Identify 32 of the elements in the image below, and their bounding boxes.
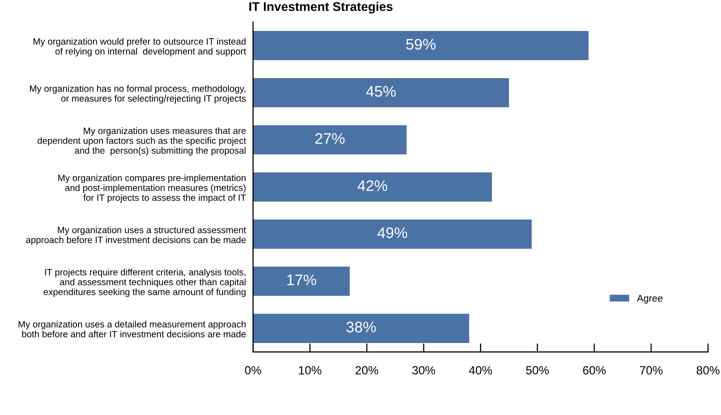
x-tick-label: 10% <box>299 366 322 374</box>
y-tick-label: My organization has no formal process, methodology, or measures for selecting/rejecting IT projects <box>30 85 246 104</box>
x-tick-label: 20% <box>356 366 378 374</box>
y-tick-label: My organization uses a structured assessment approach before IT investment decisions can be made <box>26 226 246 245</box>
y-tick-label: My organization would prefer to outsource IT instead of relying on internal development and support <box>34 38 246 56</box>
y-tick-label: IT projects require different criteria, analysis tools, and assessment techniques other than capital expenditures seeking the same amount of funding <box>44 268 246 297</box>
bar <box>253 30 589 60</box>
x-tick-label: 0% <box>245 366 262 374</box>
legend-label: Agree <box>636 294 662 304</box>
data-label: 45% <box>366 86 396 97</box>
data-label: 42% <box>358 180 388 191</box>
bar <box>253 78 509 108</box>
y-tick-label: My organization uses a detailed measurement approach both before and after IT investment decisions are made <box>18 320 246 338</box>
data-label: 49% <box>377 227 408 238</box>
x-tick-label: 80% <box>696 366 720 374</box>
x-tick-label: 60% <box>583 366 606 374</box>
y-tick-label: My organization uses measures that are dependent upon factors such as the specific project and the person(s) submitting the proposal <box>38 127 246 156</box>
x-tick-label: 50% <box>526 366 549 374</box>
x-tick-label: 40% <box>469 366 492 374</box>
bar <box>253 172 492 202</box>
y-tick-label: My organization compares pre-implementation and post-implementation measures (metrics) for IT projects to assess the impact of IT <box>58 174 246 203</box>
chart-title: IT Investment Strategies <box>249 2 392 14</box>
bar <box>253 125 407 154</box>
bar <box>253 314 470 343</box>
data-label: 59% <box>406 38 436 50</box>
bar <box>253 219 532 249</box>
x-tick-label: 30% <box>412 366 436 374</box>
data-label: 27% <box>315 133 345 144</box>
data-label: 17% <box>287 274 316 286</box>
bar <box>253 266 350 296</box>
x-tick-label: 70% <box>640 366 663 374</box>
data-label: 38% <box>346 322 376 332</box>
